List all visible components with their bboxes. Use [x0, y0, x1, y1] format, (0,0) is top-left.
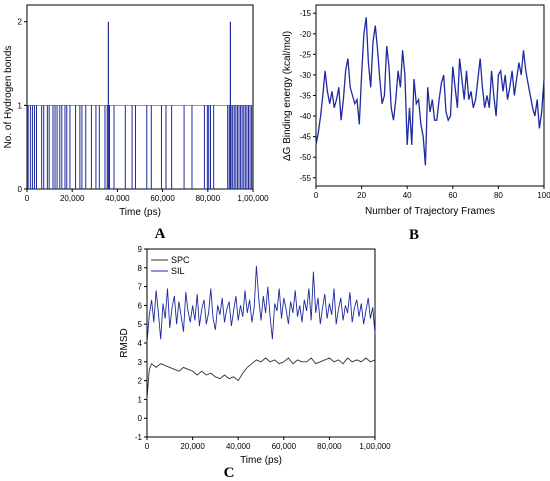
y-tick-label: 8: [138, 264, 143, 273]
x-tick-label: 0: [314, 191, 319, 200]
x-tick-label: 20: [357, 191, 366, 200]
panel-a-label: A: [155, 226, 166, 242]
y-tick-label: -15: [299, 9, 311, 18]
x-tick-label: 0: [145, 442, 150, 451]
panel-b-label: B: [409, 227, 419, 243]
legend-sil-label: SIL: [171, 266, 185, 276]
y-tick-label: 1: [138, 395, 143, 404]
panel-c-rmsd-chart: 0 20,000 40,000 60,000 80,000 1,00,000 -10123…: [119, 245, 391, 481]
panel-b-binding-energy-chart: 0 20 40 60 80 100 -55 -50 -45 -40 -35 -30 -25 -20 -15…: [282, 4, 550, 243]
panel-a-x-ticks: 0 20,000 40,000 60,000 80,000 1,00,000: [25, 189, 269, 203]
legend-spc-label: SPC: [171, 255, 190, 265]
y-tick-label: 5: [138, 320, 143, 329]
panel-c-lines: [146, 265, 376, 400]
x-tick-label: 40: [403, 191, 412, 200]
panel-b-x-axis-label: Number of Trajectory Frames: [365, 206, 495, 217]
x-tick-label: 20,000: [60, 194, 85, 203]
y-tick-label: 4: [138, 339, 143, 348]
panel-a-x-axis-label: Time (ps): [119, 207, 161, 218]
y-tick-label: 0: [138, 414, 143, 423]
panel-c-y-axis-label: RMSD: [119, 328, 130, 357]
x-tick-label: 60,000: [272, 442, 297, 451]
panel-a-y-axis-label: No. of Hydrogen bonds: [3, 46, 14, 149]
panel-c-x-axis-label: Time (ps): [240, 455, 282, 466]
y-tick-label: -25: [299, 50, 311, 59]
x-tick-label: 40,000: [226, 442, 251, 451]
y-tick-label: -40: [299, 112, 311, 121]
panel-c-plot-frame: [146, 248, 376, 438]
panel-c-legend: SPC SIL: [151, 255, 190, 276]
y-tick-label: 2: [18, 18, 23, 27]
y-tick-label: -50: [299, 153, 311, 162]
y-tick-label: -30: [299, 71, 311, 80]
binding-energy-line: [315, 17, 545, 166]
y-tick-label: 7: [138, 283, 143, 292]
y-tick-label: -20: [299, 30, 311, 39]
panel-b-x-ticks: 0 20 40 60 80 100: [314, 186, 550, 200]
x-tick-label: 0: [25, 194, 30, 203]
x-tick-label: 1,00,000: [237, 194, 269, 203]
y-tick-label: 3: [138, 358, 143, 367]
x-tick-label: 100: [537, 191, 550, 200]
x-tick-label: 80,000: [196, 194, 221, 203]
y-tick-label: 9: [138, 245, 143, 254]
x-tick-label: 1,00,000: [359, 442, 391, 451]
panel-b-y-ticks: -55 -50 -45 -40 -35 -30 -25 -20 -15: [299, 9, 316, 183]
x-tick-label: 60,000: [150, 194, 175, 203]
y-tick-label: -1: [135, 433, 143, 442]
y-tick-label: -45: [299, 133, 311, 142]
panel-c-x-ticks: 0 20,000 40,000 60,000 80,000 1,00,000: [145, 437, 391, 451]
y-tick-label: 2: [138, 377, 143, 386]
panel-c-y-ticks: -1 0 1 2 3 4 5 6 7 8 9: [135, 245, 147, 442]
sil-rmsd-line: [146, 265, 376, 344]
panel-a-bars: [27, 21, 253, 189]
panel-b-plot-frame: [315, 4, 545, 187]
panel-a-plot-frame: [26, 4, 254, 190]
x-tick-label: 80,000: [317, 442, 342, 451]
x-tick-label: 60: [448, 191, 457, 200]
panel-a-y-ticks: 0 1 2: [18, 18, 27, 194]
x-tick-label: 80: [494, 191, 503, 200]
panel-a-hydrogen-bonds-chart: 0 20,000 40,000 60,000 80,000 1,00,000 0 1 2 Ti…: [3, 4, 269, 242]
x-tick-label: 20,000: [180, 442, 205, 451]
panel-b-line: [315, 17, 545, 166]
y-tick-label: 6: [138, 301, 143, 310]
panel-b-y-axis-label: ΔG Binding energy (kcal/mol): [282, 31, 293, 161]
y-tick-label: -35: [299, 92, 311, 101]
y-tick-label: 1: [18, 101, 23, 110]
x-tick-label: 40,000: [105, 194, 130, 203]
spc-rmsd-line: [146, 357, 376, 400]
panel-c-label: C: [224, 465, 235, 481]
y-tick-label: -55: [299, 174, 311, 183]
y-tick-label: 0: [18, 185, 23, 194]
